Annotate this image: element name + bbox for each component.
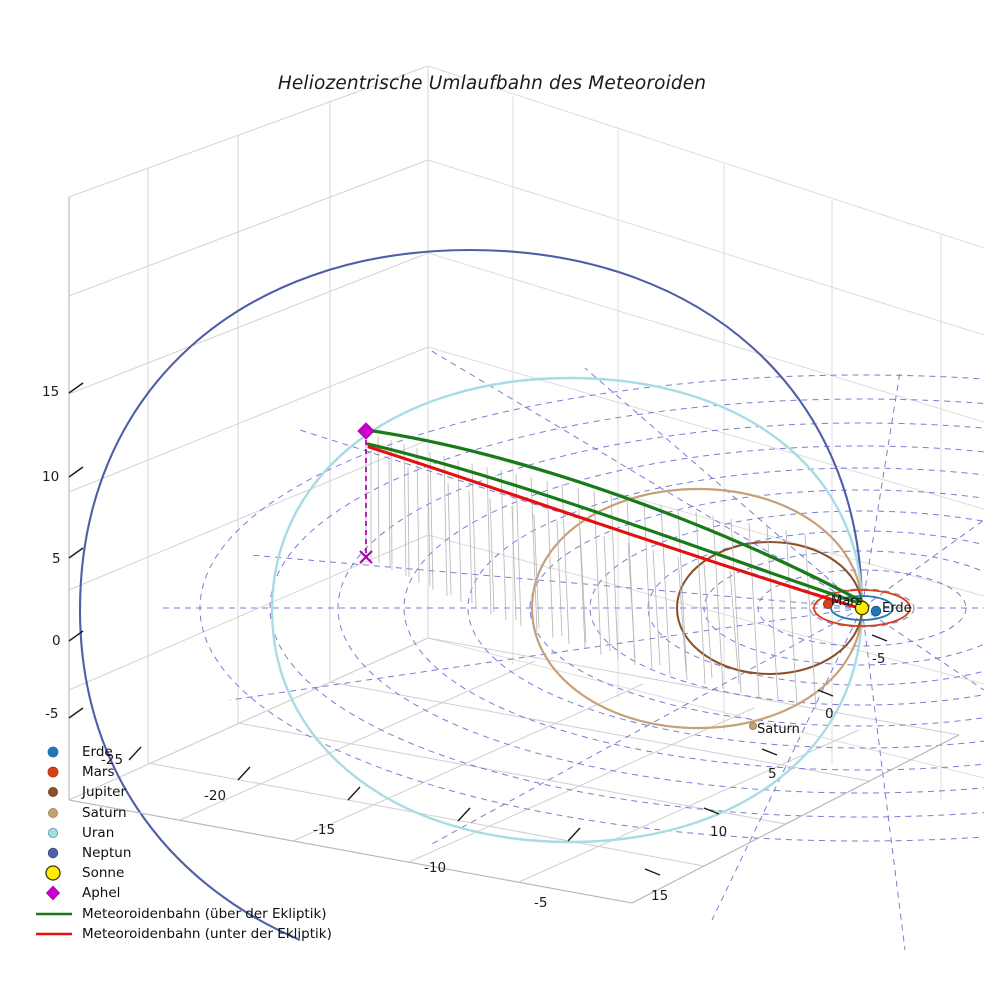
legend-item-mars[interactable]: Mars (34, 762, 334, 782)
x-tick-label: -10 (424, 860, 447, 876)
legend: Erde Mars Jupiter Saturn Uran (34, 742, 334, 944)
sonne-marker (854, 600, 870, 616)
aphelion-projection-marker (359, 550, 373, 564)
neptun-icon (34, 843, 82, 863)
uran-icon (34, 823, 82, 843)
legend-label: Aphel (82, 885, 121, 902)
saturn-icon (34, 803, 82, 823)
erde-icon (34, 742, 82, 762)
sonne-icon (34, 863, 82, 883)
z-tick-label: 5 (52, 551, 61, 567)
y-tick-label: 15 (651, 888, 669, 904)
legend-item-uran[interactable]: Uran (34, 823, 334, 843)
legend-item-saturn[interactable]: Saturn (34, 803, 334, 823)
y-tick-label: -5 (872, 651, 886, 667)
legend-item-erde[interactable]: Erde (34, 742, 334, 762)
x-axis-ticks (128, 746, 581, 842)
legend-item-aphel[interactable]: Aphel (34, 883, 334, 903)
orbit-saturn (530, 487, 864, 730)
legend-item-bahn-unter[interactable]: Meteoroidenbahn (unter der Ekliptik) (34, 924, 334, 944)
below-ecliptic-line-icon (34, 924, 82, 944)
legend-label: Mars (82, 764, 115, 781)
axis-spines (68, 197, 960, 904)
page-title: Heliozentrische Umlaufbahn des Meteoroid… (277, 73, 707, 94)
erde-marker (870, 605, 882, 617)
annotation-erde: Erde (882, 601, 912, 616)
trajectory-below-ecliptic (367, 445, 864, 611)
z-tick-label: 15 (42, 384, 60, 400)
x-tick-label: -25 (101, 752, 124, 768)
z-tick-label: 0 (52, 633, 61, 649)
mars-marker (823, 599, 834, 610)
saturn-marker (749, 722, 758, 731)
x-tick-label: -15 (313, 822, 336, 838)
y-tick-label: 5 (768, 766, 777, 782)
y-tick-label: 0 (825, 706, 834, 722)
z-tick-label: -5 (45, 706, 59, 722)
x-tick-label: -20 (204, 788, 227, 804)
trajectory-above-ecliptic (364, 428, 870, 608)
aphelion-marker (357, 422, 375, 440)
annotation-saturn: Saturn (757, 722, 800, 737)
y-tick-label: 10 (710, 824, 728, 840)
y-axis-ticks (644, 634, 888, 876)
pane-right-wall (427, 65, 984, 800)
legend-label: Jupiter (82, 784, 127, 801)
orbit-neptun (78, 248, 864, 941)
legend-item-sonne[interactable]: Sonne (34, 863, 334, 883)
legend-label: Uran (82, 824, 115, 841)
orbit-erde (830, 595, 894, 621)
legend-label: Meteoroidenbahn (unter der Ekliptik) (82, 925, 332, 942)
x-tick-label: -5 (534, 895, 548, 911)
legend-label: Erde (82, 744, 113, 761)
meteoroid-stems (365, 432, 817, 710)
aphel-icon (34, 883, 82, 903)
orbit-uran (270, 376, 864, 844)
z-tick-label: 10 (42, 469, 60, 485)
above-ecliptic-line-icon (34, 904, 82, 924)
legend-item-jupiter[interactable]: Jupiter (34, 782, 334, 802)
z-axis-ticks (68, 382, 84, 719)
jupiter-icon (34, 782, 82, 802)
legend-label: Neptun (82, 845, 132, 862)
legend-item-bahn-ueber[interactable]: Meteoroidenbahn (über der Ekliptik) (34, 904, 334, 924)
legend-label: Meteoroidenbahn (über der Ekliptik) (82, 905, 327, 922)
legend-label: Saturn (82, 804, 127, 821)
polar-grid (160, 349, 984, 951)
legend-label: Sonne (82, 865, 125, 882)
annotation-mars: Mars (831, 594, 863, 609)
mars-icon (34, 762, 82, 782)
orbit-mars (813, 589, 911, 627)
legend-item-neptun[interactable]: Neptun (34, 843, 334, 863)
